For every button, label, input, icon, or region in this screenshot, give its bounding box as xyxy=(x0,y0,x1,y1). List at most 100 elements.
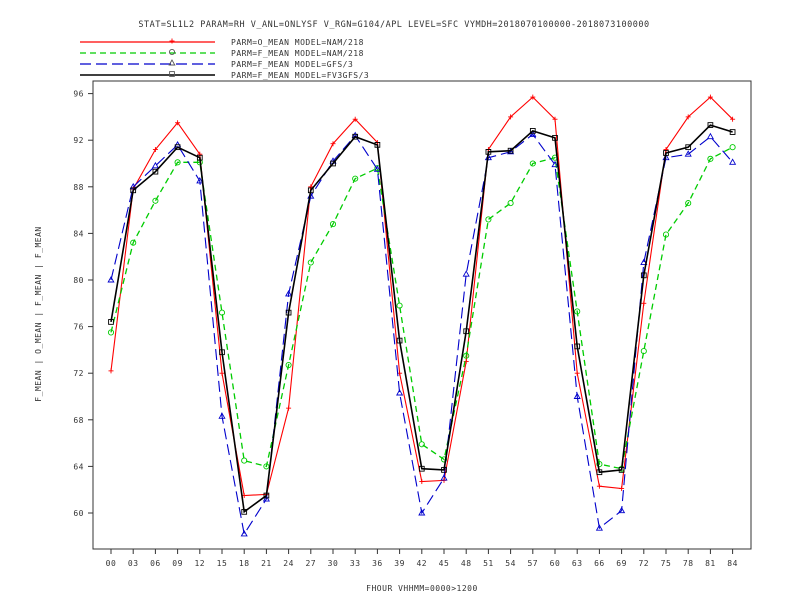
series-4 xyxy=(108,122,736,515)
data-point-marker xyxy=(574,370,580,376)
data-point-marker xyxy=(663,147,669,153)
data-point-marker xyxy=(152,147,158,153)
data-point-marker xyxy=(374,142,381,148)
data-point-marker xyxy=(241,508,248,515)
data-point-marker xyxy=(462,270,470,277)
data-point-marker xyxy=(418,465,425,472)
x-tick-label: 00 xyxy=(106,559,117,568)
data-point-marker xyxy=(396,389,404,396)
data-point-marker xyxy=(552,135,558,141)
data-point-marker xyxy=(440,474,448,481)
data-point-marker xyxy=(529,130,537,137)
y-tick-label: 92 xyxy=(73,136,84,145)
data-point-marker xyxy=(685,144,692,151)
data-point-marker xyxy=(152,168,159,175)
x-tick-label: 54 xyxy=(505,559,516,568)
data-point-marker xyxy=(574,308,581,315)
data-point-marker xyxy=(152,197,159,204)
x-tick-label: 21 xyxy=(261,559,272,568)
data-point-marker xyxy=(595,524,603,531)
data-point-marker xyxy=(218,412,226,419)
legend-label: PARM=F_MEAN MODEL=FV3GFS/3 xyxy=(231,71,369,80)
data-point-marker xyxy=(307,259,314,266)
x-tick-label: 84 xyxy=(727,559,738,568)
data-point-marker xyxy=(263,492,270,499)
x-tick-label: 48 xyxy=(461,559,472,568)
data-point-marker xyxy=(463,328,470,335)
data-point-marker xyxy=(684,150,692,157)
data-point-marker xyxy=(218,309,226,316)
data-point-marker xyxy=(685,200,692,207)
data-point-marker xyxy=(108,368,114,374)
x-tick-label: 81 xyxy=(705,559,716,568)
legend-item: PARM=F_MEAN MODEL=NAM/218 xyxy=(80,48,363,58)
data-point-marker xyxy=(418,509,426,516)
legend-label: PARM=F_MEAN MODEL=GFS/3 xyxy=(231,60,353,69)
data-point-marker xyxy=(308,184,314,190)
y-tick-label: 80 xyxy=(73,276,84,285)
legend: PARM=O_MEAN MODEL=NAM/218 PARM=F_MEAN MOD… xyxy=(80,38,369,80)
data-point-marker xyxy=(530,94,536,100)
data-point-marker xyxy=(508,114,514,120)
data-point-marker xyxy=(619,486,625,492)
series-line xyxy=(110,124,733,514)
x-tick-label: 39 xyxy=(394,559,405,568)
y-tick-label: 88 xyxy=(73,183,84,192)
data-point-marker xyxy=(596,483,602,489)
x-tick-label: 03 xyxy=(128,559,139,568)
x-tick-label: 33 xyxy=(350,559,361,568)
data-point-marker xyxy=(286,405,292,411)
data-point-marker xyxy=(707,155,714,162)
x-tick-label: 30 xyxy=(328,559,339,568)
data-point-marker xyxy=(352,175,359,182)
x-tick-label: 09 xyxy=(172,559,183,568)
data-point-marker xyxy=(330,141,336,147)
series-2 xyxy=(107,144,736,472)
data-point-marker xyxy=(730,116,736,122)
data-point-marker xyxy=(130,187,137,194)
data-point-marker xyxy=(373,165,381,172)
legend-label: PARM=O_MEAN MODEL=NAM/218 xyxy=(231,38,364,47)
data-point-marker xyxy=(169,38,175,44)
x-tick-label: 45 xyxy=(439,559,450,568)
data-point-marker xyxy=(396,337,403,344)
data-point-marker xyxy=(618,506,626,514)
data-point-marker xyxy=(663,150,669,156)
data-point-marker xyxy=(174,144,181,151)
data-point-marker xyxy=(552,116,558,122)
data-point-marker xyxy=(662,231,670,238)
data-point-marker xyxy=(219,349,225,356)
data-point-marker xyxy=(485,148,492,155)
data-point-marker xyxy=(196,154,203,161)
data-point-marker xyxy=(285,309,292,316)
data-point-marker xyxy=(573,392,581,399)
data-point-marker xyxy=(107,329,115,336)
y-tick-label: 96 xyxy=(73,90,84,99)
x-tick-label: 75 xyxy=(661,559,672,568)
data-point-marker xyxy=(618,467,625,473)
data-point-marker xyxy=(707,122,714,128)
data-point-marker xyxy=(107,276,115,283)
y-tick-label: 64 xyxy=(73,462,84,471)
data-point-marker xyxy=(285,290,293,297)
x-tick-label: 42 xyxy=(416,559,427,568)
x-tick-label: 36 xyxy=(372,559,383,568)
x-tick-label: 27 xyxy=(305,559,316,568)
y-tick-label: 72 xyxy=(73,369,84,378)
data-point-marker xyxy=(706,132,714,140)
data-point-marker xyxy=(707,94,713,100)
data-point-marker xyxy=(640,258,648,265)
data-point-marker xyxy=(151,161,159,169)
data-point-marker xyxy=(241,457,248,464)
data-point-marker xyxy=(641,300,647,306)
data-point-marker xyxy=(418,441,425,448)
x-tick-label: 78 xyxy=(683,559,694,568)
data-point-marker xyxy=(507,200,514,207)
legend-item: PARM=F_MEAN MODEL=GFS/3 xyxy=(80,59,353,69)
data-point-marker xyxy=(168,59,176,66)
data-point-marker xyxy=(285,361,292,369)
x-tick-label: 12 xyxy=(194,559,205,568)
data-point-marker xyxy=(352,116,358,122)
x-tick-label: 69 xyxy=(616,559,627,568)
data-point-marker xyxy=(263,463,270,470)
